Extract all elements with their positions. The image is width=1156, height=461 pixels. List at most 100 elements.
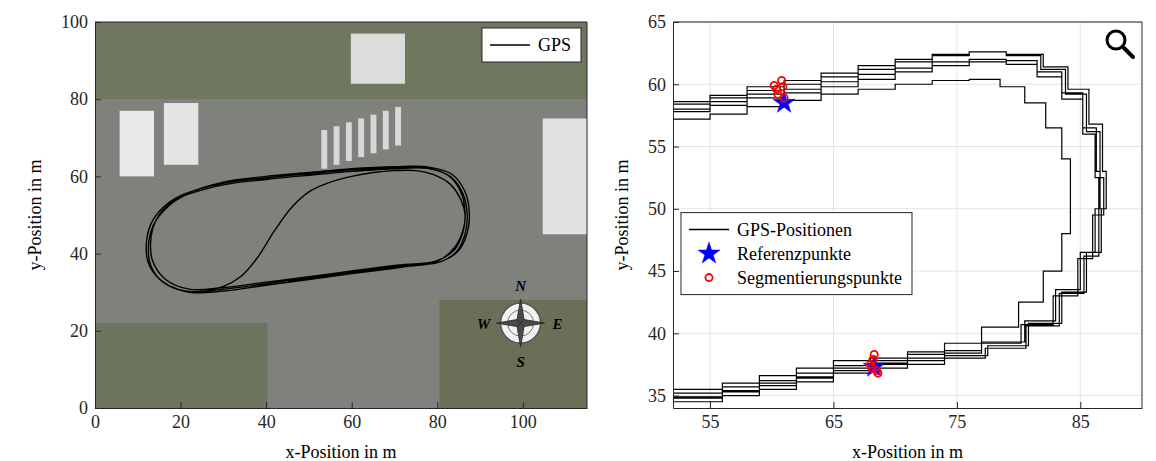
grid-line bbox=[673, 208, 1142, 209]
y-axis: 35404550556065 bbox=[648, 12, 679, 408]
tick-label: 40 bbox=[258, 412, 276, 432]
tick-mark bbox=[833, 402, 834, 408]
axis-line bbox=[674, 408, 1143, 409]
legend-label: Referenzpunkte bbox=[737, 244, 851, 264]
compass-rose: N E S W bbox=[477, 278, 563, 370]
magnifier-lens bbox=[1107, 31, 1125, 49]
tick-mark bbox=[523, 402, 524, 408]
compass-label: S bbox=[516, 354, 524, 370]
legend: GPS bbox=[482, 28, 581, 62]
tick-label: 60 bbox=[70, 167, 88, 187]
data-point bbox=[771, 82, 778, 89]
compass-point bbox=[521, 320, 545, 327]
compass-point bbox=[517, 323, 524, 347]
tick-label: 55 bbox=[648, 137, 666, 157]
building bbox=[120, 111, 154, 177]
frame-line bbox=[587, 22, 588, 408]
y-axis-title: y-Position in m bbox=[25, 159, 45, 270]
data-point bbox=[869, 356, 876, 363]
axis-line bbox=[95, 23, 96, 409]
grid-line bbox=[673, 146, 1142, 147]
x-axis: 55 65 75 85 bbox=[674, 402, 1143, 432]
compass-point bbox=[517, 299, 524, 323]
data-point bbox=[779, 83, 786, 90]
frame-line bbox=[95, 22, 587, 23]
grid-line bbox=[673, 22, 1142, 23]
legend-box bbox=[482, 28, 581, 62]
compass-label: E bbox=[552, 316, 563, 332]
tick-mark bbox=[352, 402, 353, 408]
legend-label: GPS-Positionen bbox=[737, 220, 852, 240]
x-axis: 020406080100 bbox=[91, 402, 588, 432]
tick-mark bbox=[673, 271, 679, 272]
compass-label: W bbox=[477, 316, 492, 332]
hangar bbox=[334, 126, 340, 165]
legend-swatch bbox=[698, 242, 720, 263]
tick-label: 55 bbox=[702, 412, 720, 432]
tick: 20 bbox=[172, 402, 190, 432]
x-axis-title: x-Position in m bbox=[285, 442, 396, 461]
tick-label: 60 bbox=[648, 75, 666, 95]
tick-mark bbox=[957, 402, 958, 408]
tick-mark bbox=[95, 254, 101, 255]
y-axis: 020406080100 bbox=[61, 12, 101, 418]
aerial-background bbox=[95, 22, 587, 408]
tick: 55 bbox=[648, 137, 679, 157]
axis-line bbox=[673, 23, 674, 409]
tick: 40 bbox=[258, 402, 276, 432]
tick: 50 bbox=[648, 199, 679, 219]
data-point bbox=[774, 91, 781, 98]
legend-swatch bbox=[705, 274, 712, 281]
building bbox=[351, 34, 405, 84]
hangar bbox=[383, 111, 389, 150]
plot-background bbox=[95, 22, 587, 408]
frame-line bbox=[673, 22, 1142, 23]
data-point bbox=[868, 365, 875, 372]
tick-label: 45 bbox=[648, 261, 666, 281]
tick-mark bbox=[266, 402, 267, 408]
tick-label: 40 bbox=[648, 324, 666, 344]
tick: 35 bbox=[648, 386, 679, 406]
hangar bbox=[321, 130, 327, 169]
tick-mark bbox=[673, 147, 679, 148]
tick: 45 bbox=[648, 261, 679, 281]
tick: 100 bbox=[510, 402, 537, 432]
tick: 65 bbox=[825, 402, 843, 432]
figure: 020406080100020406080100x-Position in my… bbox=[0, 0, 1156, 461]
tick-label: 35 bbox=[648, 386, 666, 406]
tick-mark bbox=[95, 331, 101, 332]
tick: 55 bbox=[702, 402, 720, 432]
tick-mark bbox=[181, 402, 182, 408]
hangar bbox=[358, 119, 364, 158]
y-axis-title: y-Position in m bbox=[612, 159, 632, 270]
panel: 020406080100020406080100x-Position in my… bbox=[25, 12, 588, 461]
tick: 60 bbox=[343, 402, 361, 432]
tick-label: 100 bbox=[510, 412, 537, 432]
legend: GPS-Positionen Referenzpunkte Segmentierun… bbox=[681, 213, 912, 295]
tick: 0 bbox=[79, 398, 101, 418]
tick-label: 0 bbox=[91, 412, 100, 432]
tick-label: 60 bbox=[343, 412, 361, 432]
tick-label: 0 bbox=[79, 398, 88, 418]
tick-label: 20 bbox=[70, 321, 88, 341]
data-line bbox=[673, 52, 1106, 408]
hangar bbox=[395, 107, 401, 146]
data-point bbox=[773, 91, 795, 112]
compass-label: N bbox=[514, 278, 527, 294]
vegetation bbox=[439, 300, 587, 408]
tick-label: 75 bbox=[948, 412, 966, 432]
tick-mark bbox=[673, 333, 679, 334]
tick: 60 bbox=[648, 75, 679, 95]
compass-point bbox=[497, 320, 521, 327]
data-line bbox=[146, 166, 469, 293]
grid-line bbox=[673, 333, 1142, 334]
tick: 80 bbox=[70, 89, 101, 109]
grid-line bbox=[1080, 22, 1081, 408]
ground bbox=[95, 22, 587, 408]
tick-label: 20 bbox=[172, 412, 190, 432]
legend-box bbox=[681, 213, 912, 295]
legend-swatch bbox=[689, 229, 729, 231]
plot-area bbox=[146, 166, 469, 293]
legend-label: Segmentierungspunkte bbox=[737, 268, 902, 288]
tick: 85 bbox=[1072, 402, 1090, 432]
